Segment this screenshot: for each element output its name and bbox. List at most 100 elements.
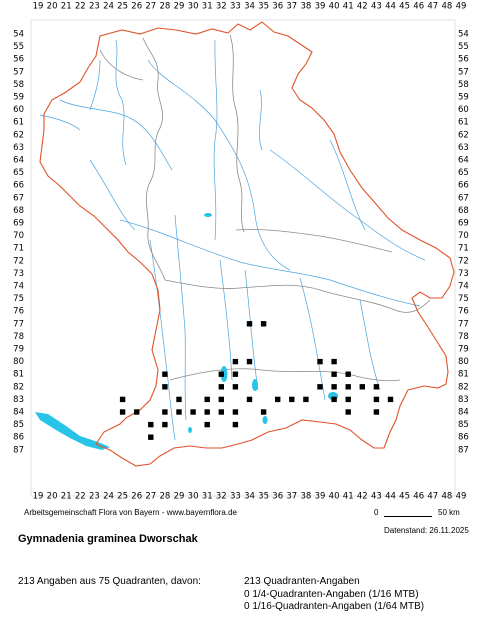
y-tick-label: 56 xyxy=(458,55,469,65)
occurrence-marker xyxy=(232,384,239,390)
y-tick-label: 63 xyxy=(458,143,469,153)
y-tick-label: 54 xyxy=(13,30,24,40)
y-tick-label: 54 xyxy=(458,30,469,40)
occurrence-marker xyxy=(134,409,140,415)
x-tick-label: 45 xyxy=(399,2,410,12)
x-tick-label: 31 xyxy=(202,2,213,12)
x-tick-label: 26 xyxy=(131,2,142,12)
y-tick-label: 61 xyxy=(13,118,24,128)
x-axis-bottom-labels: 19 20 21 22 23 24 25 26 27 28 29 30 31 32 33 34 35 36 37 38… xyxy=(33,492,467,502)
occurrence-marker xyxy=(345,384,351,390)
x-tick-label: 30 xyxy=(188,2,199,12)
x-tick-label: 23 xyxy=(89,492,100,502)
occurrence-marker xyxy=(331,396,337,403)
occurrence-marker xyxy=(373,396,380,403)
occurrence-marker xyxy=(176,396,182,403)
y-tick-label: 64 xyxy=(458,156,469,166)
y-tick-label: 82 xyxy=(13,382,24,392)
occurrence-marker xyxy=(176,409,182,415)
x-tick-label: 29 xyxy=(174,492,185,502)
y-tick-label: 66 xyxy=(13,181,24,191)
x-tick-label: 44 xyxy=(385,2,396,12)
x-tick-label: 39 xyxy=(315,492,326,502)
y-tick-label: 75 xyxy=(458,294,469,304)
occurrence-markers xyxy=(119,321,394,440)
occurrence-marker xyxy=(345,409,351,415)
credit-text: Arbeitsgemeinschaft Flora von Bayern - w… xyxy=(24,508,237,517)
occurrence-marker xyxy=(246,396,253,403)
y-tick-label: 76 xyxy=(13,307,24,317)
x-tick-label: 46 xyxy=(413,2,424,12)
occurrence-marker xyxy=(345,396,351,403)
y-tick-label: 79 xyxy=(458,345,469,355)
x-tick-label: 21 xyxy=(61,2,72,12)
distribution-map: 19 20 21 22 23 24 25 26 27 28 29 30 31 32 33 34 35 36 37 38… xyxy=(13,2,469,502)
y-tick-label: 83 xyxy=(458,395,469,405)
occurrence-marker xyxy=(246,358,253,365)
x-tick-label: 35 xyxy=(258,2,269,12)
occurrence-marker xyxy=(119,409,126,415)
x-tick-label: 48 xyxy=(441,492,452,502)
y-tick-label: 77 xyxy=(458,319,469,329)
y-tick-label: 83 xyxy=(13,395,24,405)
x-tick-label: 40 xyxy=(329,2,340,12)
state-border xyxy=(39,21,455,467)
x-tick-label: 32 xyxy=(216,492,227,502)
y-tick-label: 85 xyxy=(13,420,24,430)
y-axis-left-labels: 54 55 56 57 58 59 60 61 62 63 64 65 66 67 68 69 70 71 72 73… xyxy=(13,30,24,456)
x-tick-label: 20 xyxy=(47,492,58,502)
x-tick-label: 41 xyxy=(343,492,354,502)
y-tick-label: 69 xyxy=(13,219,24,229)
y-tick-label: 73 xyxy=(13,269,24,279)
x-tick-label: 25 xyxy=(117,492,128,502)
y-tick-label: 74 xyxy=(13,282,24,292)
occurrence-marker xyxy=(289,396,295,403)
y-tick-label: 65 xyxy=(13,168,24,178)
occurrence-marker xyxy=(345,371,351,377)
occurrence-marker xyxy=(218,409,224,415)
species-title: Gymnadenia graminea Dworschak xyxy=(18,533,198,545)
x-tick-label: 42 xyxy=(357,492,368,502)
y-tick-label: 62 xyxy=(13,130,24,140)
occurrence-marker xyxy=(204,421,210,428)
occurrence-marker xyxy=(204,409,210,415)
x-tick-label: 20 xyxy=(47,2,58,12)
x-tick-label: 43 xyxy=(371,2,382,12)
y-tick-label: 81 xyxy=(13,370,24,380)
y-tick-label: 87 xyxy=(458,445,469,455)
x-tick-label: 32 xyxy=(216,2,227,12)
x-tick-label: 21 xyxy=(61,492,72,502)
y-tick-label: 78 xyxy=(458,332,469,342)
x-tick-label: 47 xyxy=(427,2,438,12)
occurrence-marker xyxy=(260,321,267,327)
summary-text: 213 Angaben aus 75 Quadranten, davon: xyxy=(18,576,201,587)
y-tick-label: 64 xyxy=(13,156,24,166)
scale-label-end: 50 km xyxy=(438,508,460,517)
occurrence-marker xyxy=(162,384,168,390)
y-tick-label: 78 xyxy=(13,332,24,342)
y-tick-label: 57 xyxy=(458,67,469,77)
map-frame xyxy=(30,19,456,497)
y-tick-label: 84 xyxy=(13,408,24,418)
y-tick-label: 77 xyxy=(13,319,24,329)
x-tick-label: 23 xyxy=(89,2,100,12)
y-tick-label: 56 xyxy=(13,55,24,65)
stat-sixteenth-quadrant: 0 1/16-Quadranten-Angaben (1/64 MTB) xyxy=(244,601,425,612)
occurrence-marker xyxy=(387,396,394,403)
lakes xyxy=(35,213,338,450)
x-tick-label: 27 xyxy=(145,2,156,12)
x-tick-label: 45 xyxy=(399,492,410,502)
x-tick-label: 28 xyxy=(159,492,170,502)
x-tick-label: 44 xyxy=(385,492,396,502)
y-tick-label: 81 xyxy=(458,370,469,380)
occurrence-marker xyxy=(190,409,196,415)
y-tick-label: 79 xyxy=(13,345,24,355)
y-tick-label: 60 xyxy=(458,105,469,115)
stat-quadrant: 213 Quadranten-Angaben xyxy=(244,576,360,587)
x-tick-label: 37 xyxy=(286,492,297,502)
y-tick-label: 63 xyxy=(13,143,24,153)
x-axis-top-labels: 19 20 21 22 23 24 25 26 27 28 29 30 31 32 33 34 35 36 37 38… xyxy=(33,2,467,12)
y-tick-label: 68 xyxy=(13,206,24,216)
x-tick-label: 27 xyxy=(145,492,156,502)
y-tick-label: 86 xyxy=(458,433,469,443)
